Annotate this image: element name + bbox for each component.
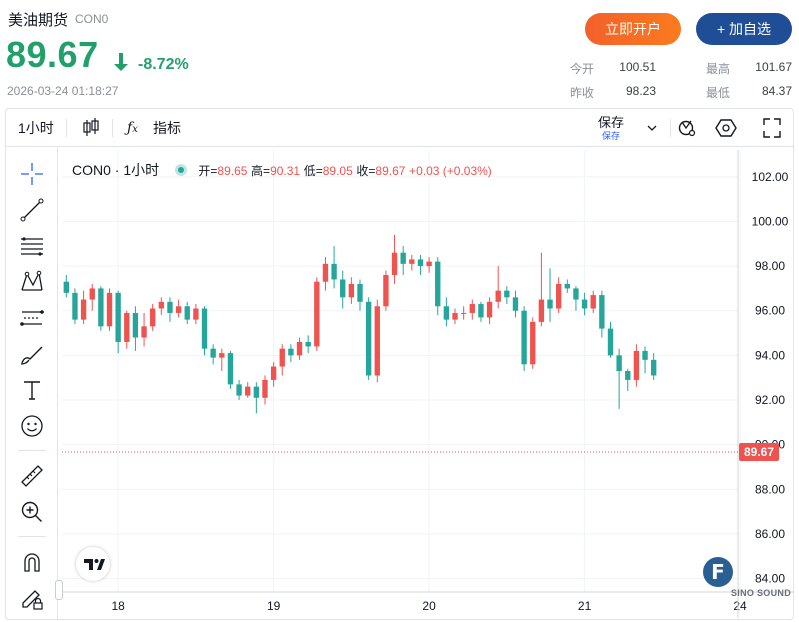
stat-open: 今开 100.51: [570, 60, 656, 77]
legend-symbol: CON0 · 1小时: [72, 162, 160, 178]
legend-change: +0.03 (+0.03%): [409, 164, 492, 178]
toolbar-divider: [112, 119, 113, 137]
legend-high: 高=90.31: [251, 164, 301, 178]
legend-low: 低=89.05: [303, 164, 353, 178]
text-icon[interactable]: [18, 376, 46, 404]
lock-pencil-icon[interactable]: [18, 584, 46, 612]
stat-prev-close-label: 昨收: [570, 86, 595, 100]
stat-high-value: 101.67: [755, 60, 792, 74]
legend-open: 开=89.65: [198, 164, 248, 178]
add-watchlist-button[interactable]: + 加自选: [696, 13, 792, 45]
hexagon-icon[interactable]: [715, 109, 737, 147]
stat-low-label: 最低: [706, 86, 731, 100]
magnet-icon[interactable]: [18, 548, 46, 576]
instrument-code: CON0: [75, 12, 109, 26]
brand-watermark-logo: F: [703, 557, 733, 587]
stat-low-value: 84.37: [761, 84, 792, 98]
chart-legend: CON0 · 1小时 开=89.65 高=90.31 低=89.05 收=89.…: [72, 160, 492, 180]
stat-open-label: 今开: [570, 62, 595, 76]
toolbar-divider: [66, 119, 67, 137]
save-sub-label: 保存: [602, 131, 621, 141]
legend-dot-icon: [174, 164, 187, 176]
stat-high: 最高 101.67: [706, 60, 792, 77]
chevron-down-icon[interactable]: [646, 109, 658, 147]
legend-close: 收=89.67: [356, 164, 406, 178]
stat-low: 最低 84.37: [706, 84, 792, 101]
ruler-icon[interactable]: [18, 462, 46, 490]
drawing-toolbar: [6, 148, 58, 619]
open-account-button[interactable]: 立即开户: [585, 13, 681, 45]
stat-high-label: 最高: [706, 62, 731, 76]
stat-prev-close: 昨收 98.23: [570, 84, 656, 101]
candles-icon[interactable]: [82, 109, 102, 147]
indicators-button[interactable]: 指标: [153, 120, 181, 136]
brush-icon[interactable]: [18, 340, 46, 368]
emoji-icon[interactable]: [18, 412, 46, 440]
change-percent: -8.72%: [138, 56, 189, 73]
toolbar-divider: [670, 119, 671, 137]
arrow-down-icon: [114, 53, 128, 71]
tools-divider: [18, 450, 46, 451]
zoom-icon[interactable]: [18, 498, 46, 526]
brand-watermark-text: SINO SOUND: [731, 588, 792, 598]
chart-widget: [5, 108, 794, 620]
instrument-name: 美油期货: [8, 12, 69, 29]
chart-toolbar: 1小时 ƒx 指标 保存 保存: [6, 109, 793, 147]
last-price: 89.67: [6, 34, 99, 75]
tradingview-logo[interactable]: [76, 547, 110, 581]
interval-selector[interactable]: 1小时: [18, 120, 54, 136]
fx-icon[interactable]: ƒx: [127, 120, 138, 136]
fib-icon[interactable]: [18, 232, 46, 260]
fullscreen-icon[interactable]: [762, 109, 782, 147]
save-button[interactable]: 保存: [598, 115, 625, 130]
tools-divider: [18, 536, 46, 537]
projection-icon[interactable]: [18, 304, 46, 332]
timestamp: 2026-03-24 01:18:27: [7, 84, 119, 98]
camera-settings-icon[interactable]: [676, 109, 698, 147]
stat-open-value: 100.51: [619, 60, 656, 74]
pattern-icon[interactable]: [18, 268, 46, 296]
collapse-toolbar-handle[interactable]: [55, 580, 63, 600]
crosshair-icon[interactable]: [18, 160, 46, 188]
trend-line-icon[interactable]: [18, 196, 46, 224]
stat-prev-close-value: 98.23: [625, 84, 656, 98]
